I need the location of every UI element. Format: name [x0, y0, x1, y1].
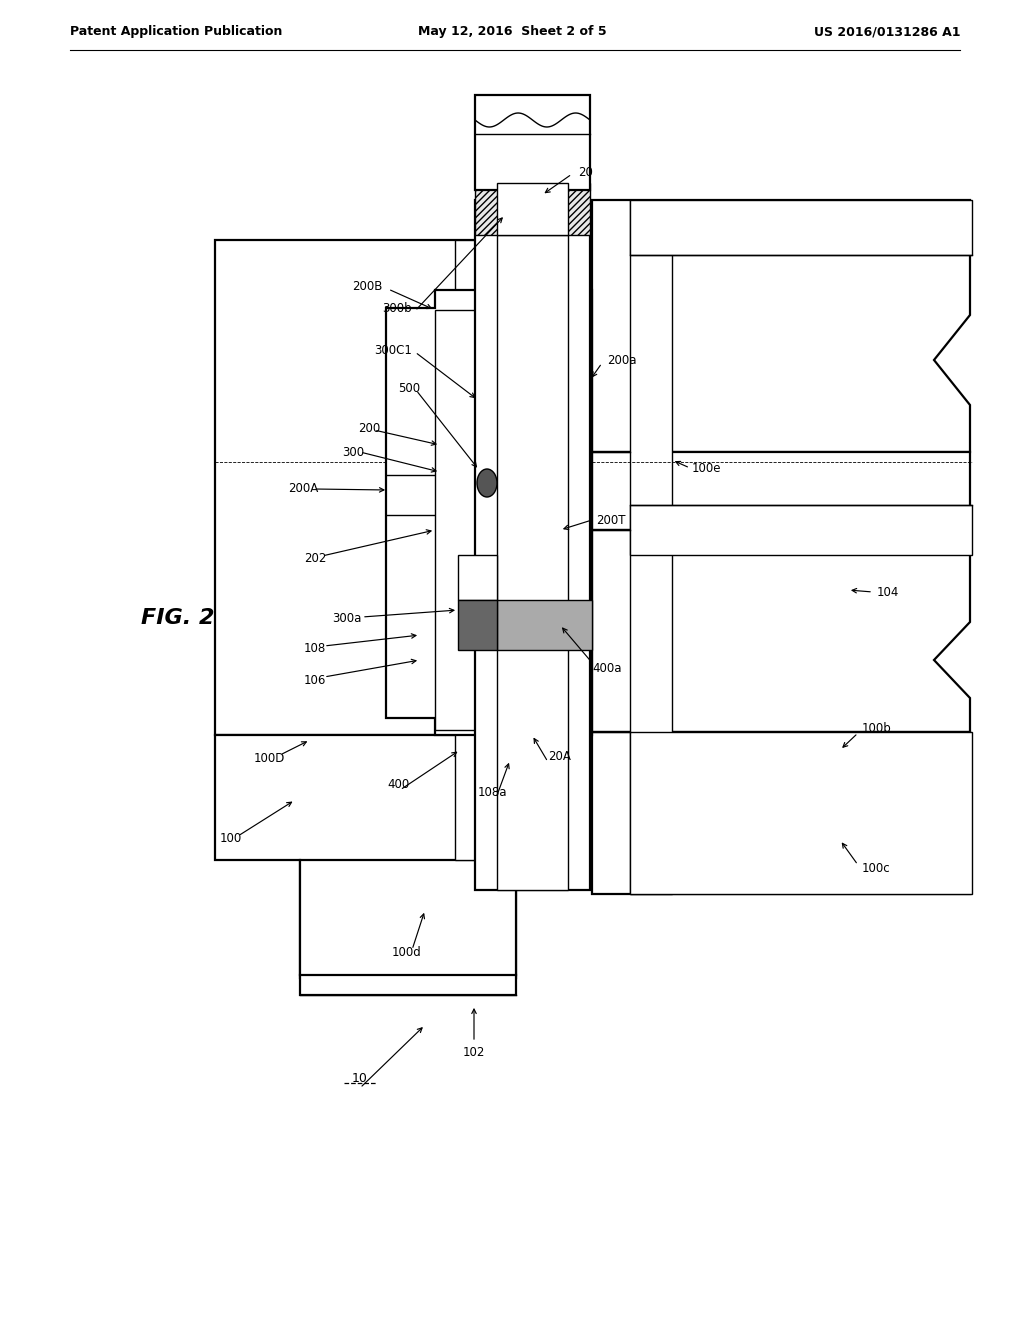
Text: 300: 300 — [342, 446, 365, 458]
Bar — [475, 201, 590, 890]
Polygon shape — [215, 240, 510, 735]
Text: 500: 500 — [398, 381, 420, 395]
Text: 200a: 200a — [607, 354, 637, 367]
Bar — [630, 506, 972, 554]
Text: 108: 108 — [304, 642, 327, 655]
Text: 300b: 300b — [382, 301, 412, 314]
Polygon shape — [592, 531, 970, 733]
Ellipse shape — [477, 469, 497, 498]
Text: 400: 400 — [387, 777, 410, 791]
Text: 400a: 400a — [592, 661, 622, 675]
Text: 10: 10 — [352, 1072, 368, 1085]
Text: 100D: 100D — [254, 751, 286, 764]
Bar — [630, 201, 972, 255]
Text: US 2016/0131286 A1: US 2016/0131286 A1 — [813, 25, 961, 38]
Bar — [300, 975, 516, 995]
Bar — [475, 95, 590, 190]
Text: 100c: 100c — [862, 862, 891, 874]
Text: 200A: 200A — [288, 482, 318, 495]
Bar — [630, 201, 672, 894]
Text: 108a: 108a — [477, 787, 507, 800]
Bar — [592, 733, 970, 894]
Bar — [435, 310, 590, 730]
Bar — [455, 240, 510, 861]
Text: 102: 102 — [463, 1045, 485, 1059]
Bar — [497, 183, 568, 235]
Bar — [458, 554, 497, 601]
Text: 20: 20 — [578, 165, 593, 178]
Bar — [300, 861, 516, 978]
Polygon shape — [386, 290, 592, 735]
Bar — [475, 183, 590, 235]
Text: 104: 104 — [877, 586, 899, 598]
Text: May 12, 2016  Sheet 2 of 5: May 12, 2016 Sheet 2 of 5 — [418, 25, 606, 38]
Text: 300C1: 300C1 — [374, 343, 412, 356]
Text: 200B: 200B — [352, 280, 382, 293]
Text: 200: 200 — [358, 421, 380, 434]
Text: 202: 202 — [304, 552, 327, 565]
Text: 106: 106 — [304, 673, 327, 686]
Text: 100: 100 — [220, 832, 243, 845]
Polygon shape — [215, 735, 516, 975]
Text: 100b: 100b — [862, 722, 892, 734]
Text: 100d: 100d — [392, 945, 422, 958]
Bar — [630, 733, 972, 894]
Text: 100e: 100e — [692, 462, 722, 474]
Text: Patent Application Publication: Patent Application Publication — [70, 25, 283, 38]
Text: 20A: 20A — [548, 751, 570, 763]
Text: FIG. 2: FIG. 2 — [141, 609, 215, 628]
Bar — [458, 601, 497, 649]
Text: 200T: 200T — [596, 513, 626, 527]
Polygon shape — [592, 201, 970, 451]
Bar — [497, 601, 592, 649]
Text: 300a: 300a — [332, 611, 361, 624]
Bar — [497, 201, 568, 890]
Bar — [592, 451, 970, 531]
